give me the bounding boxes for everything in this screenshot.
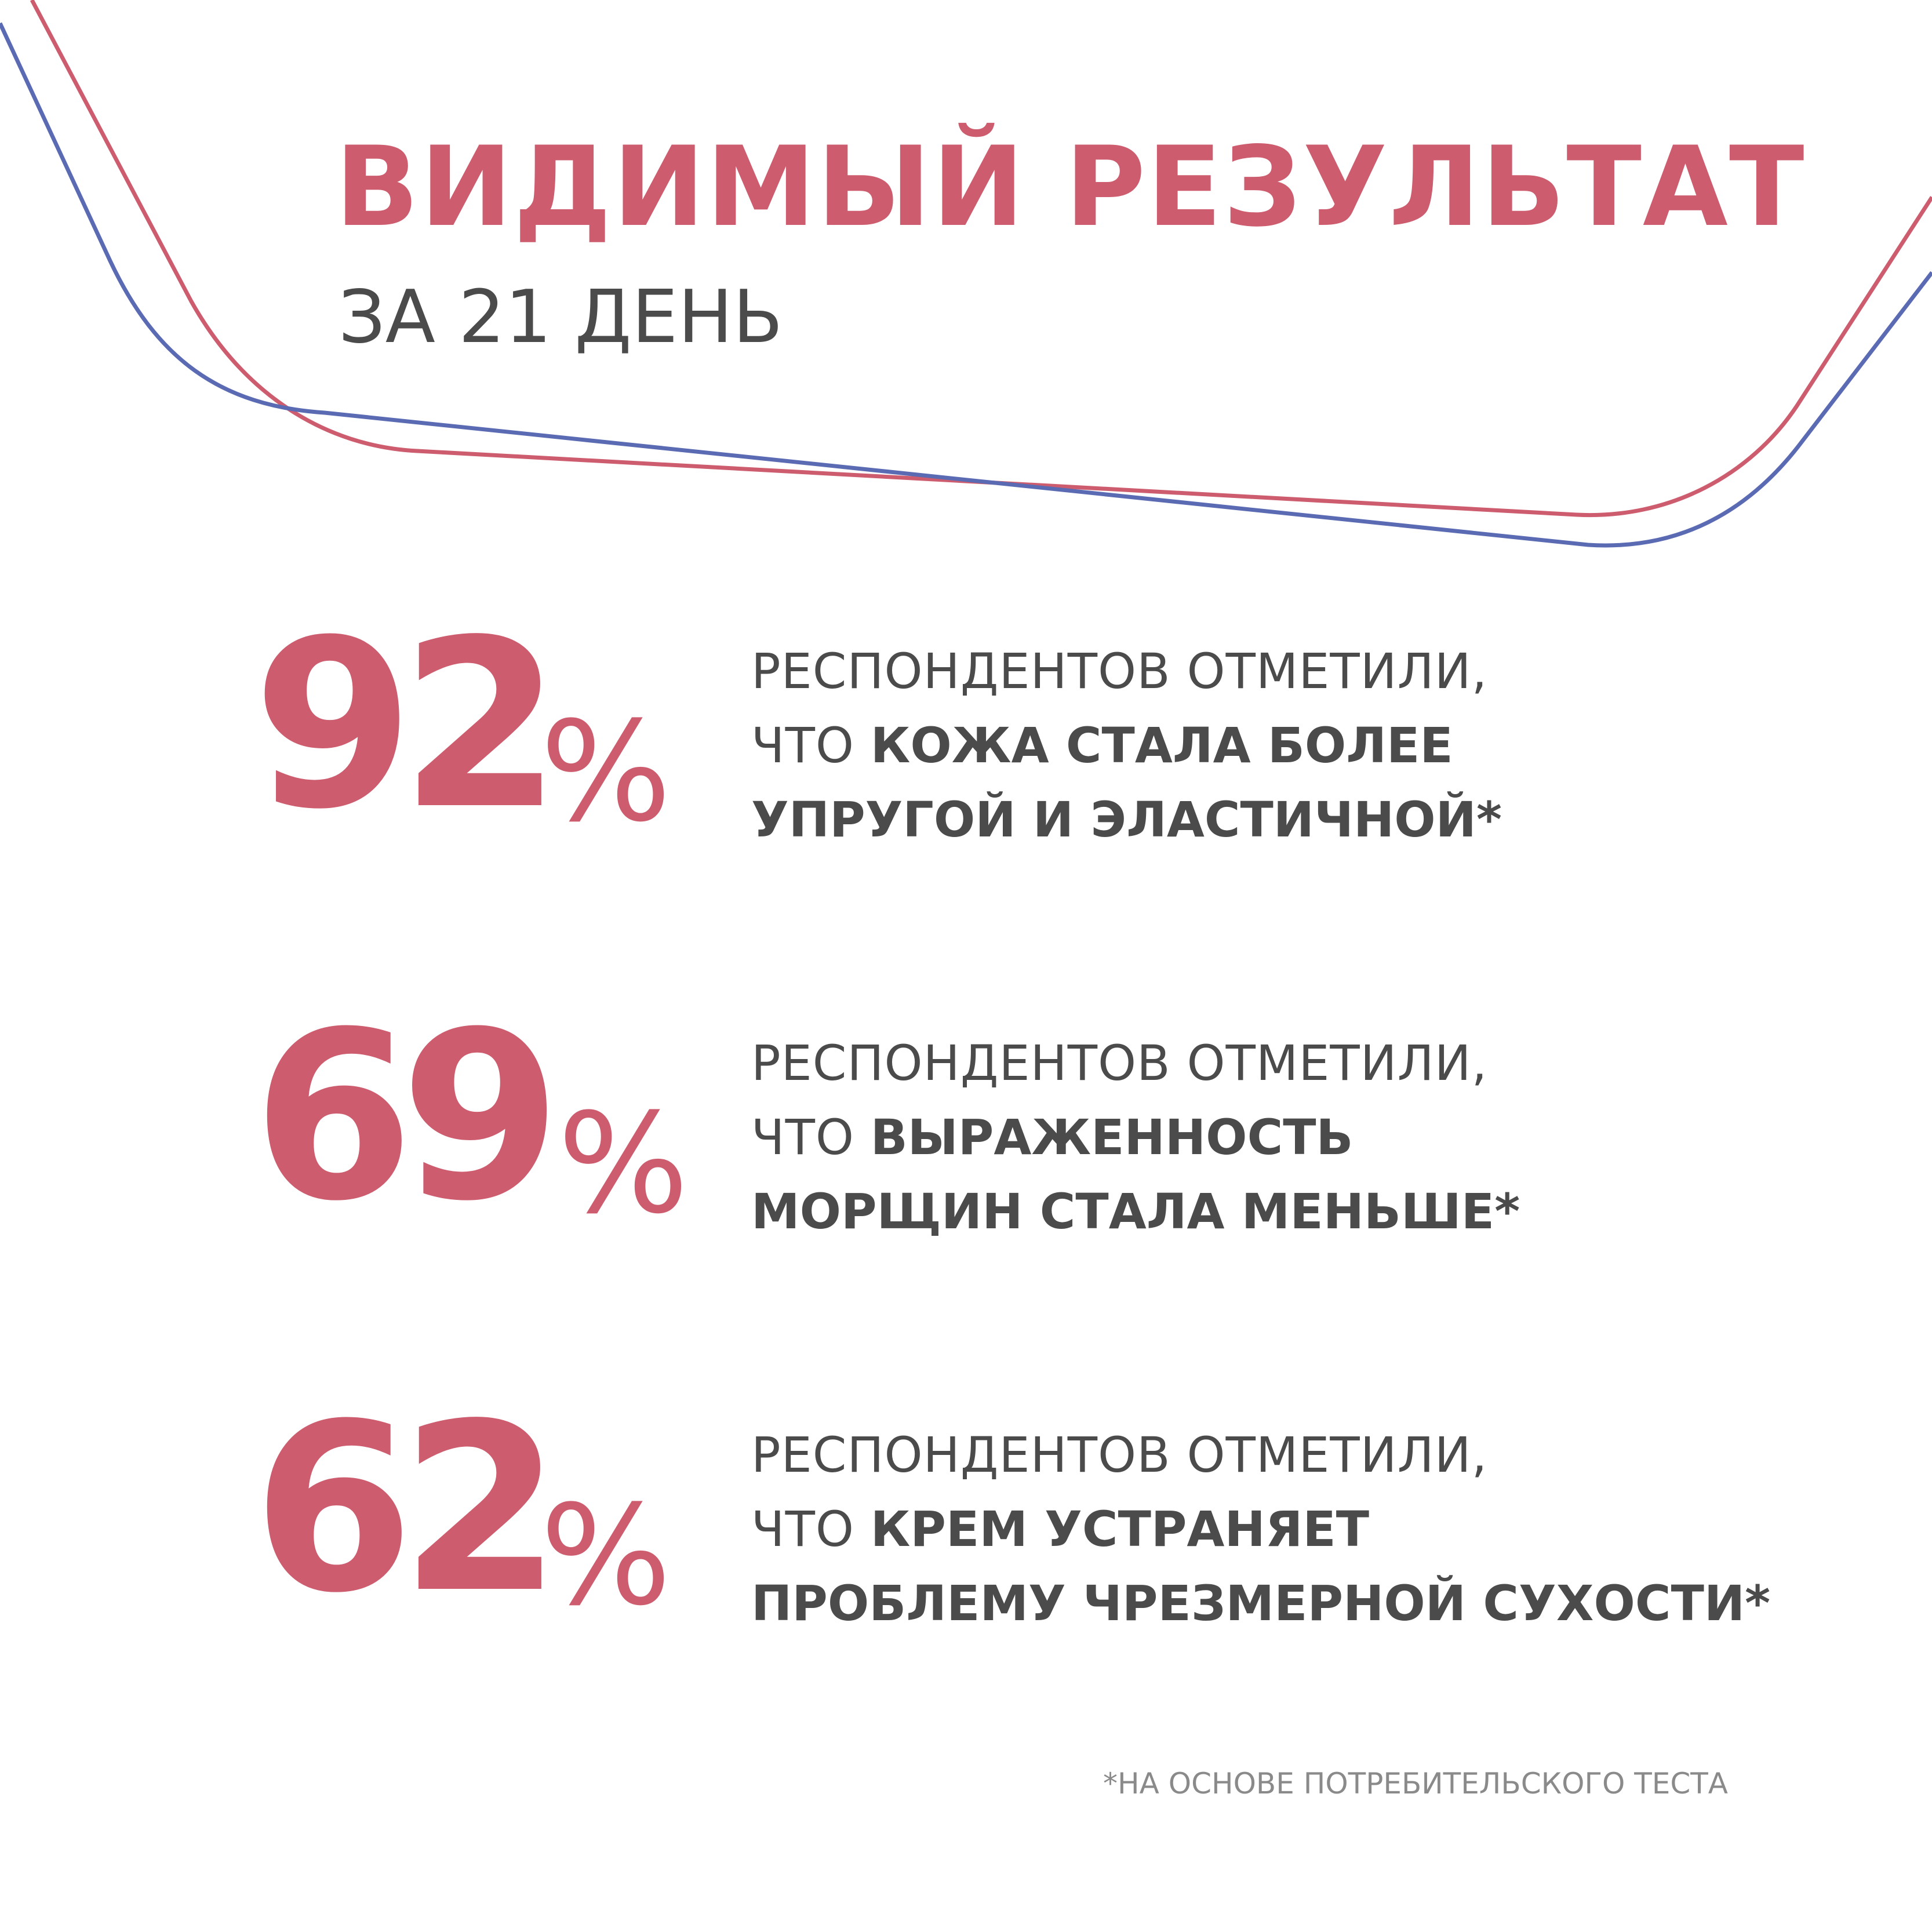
stat-description-line: ЧТО КРЕМ УСТРАНЯЕТ xyxy=(751,1492,1770,1566)
stat-description-line: ЧТО КОЖА СТАЛА БОЛЕЕ xyxy=(751,708,1502,783)
stat-block-2: 69 % РЕСПОНДЕНТОВ ОТМЕТИЛИ, ЧТО ВЫРАЖЕНН… xyxy=(0,1002,1932,1268)
page-title: ВИДИМЫЙ РЕЗУЛЬТАТ xyxy=(335,123,1806,251)
stat-description-line: РЕСПОНДЕНТОВ ОТМЕТИЛИ, xyxy=(751,643,1488,700)
stat-description-prefix: ЧТО xyxy=(751,717,871,774)
stat-description: РЕСПОНДЕНТОВ ОТМЕТИЛИ, ЧТО КРЕМ УСТРАНЯЕ… xyxy=(751,1418,1770,1640)
stat-description-prefix: ЧТО xyxy=(751,1109,871,1166)
stat-percent-sign: % xyxy=(540,692,672,853)
stat-description-highlight: КРЕМ УСТРАНЯЕТ xyxy=(870,1501,1370,1558)
stat-value: 92 xyxy=(253,591,562,860)
stat-description-line: МОРЩИН СТАЛА МЕНЬШЕ* xyxy=(751,1183,1520,1240)
stat-description-prefix: ЧТО xyxy=(751,1501,871,1558)
stat-block-3: 62 % РЕСПОНДЕНТОВ ОТМЕТИЛИ, ЧТО КРЕМ УСТ… xyxy=(0,1393,1932,1660)
decorative-red-line xyxy=(30,0,1932,518)
stat-description-line: ПРОБЛЕМУ ЧРЕЗМЕРНОЙ СУХОСТИ* xyxy=(751,1575,1771,1632)
stat-description: РЕСПОНДЕНТОВ ОТМЕТИЛИ, ЧТО ВЫРАЖЕННОСТЬ … xyxy=(751,1026,1520,1249)
stat-value: 69 xyxy=(253,983,562,1252)
stat-block-1: 92 % РЕСПОНДЕНТОВ ОТМЕТИЛИ, ЧТО КОЖА СТА… xyxy=(0,610,1932,876)
stat-percent-sign: % xyxy=(540,1476,672,1636)
stat-description-highlight: ВЫРАЖЕННОСТЬ xyxy=(870,1109,1354,1166)
stat-description-line: РЕСПОНДЕНТОВ ОТМЕТИЛИ, xyxy=(751,1427,1488,1483)
decorative-blue-line xyxy=(0,22,1932,548)
stat-value: 62 xyxy=(253,1374,562,1644)
page-subtitle: ЗА 21 ДЕНЬ xyxy=(339,274,783,359)
stat-description-highlight: КОЖА СТАЛА БОЛЕЕ xyxy=(870,717,1453,774)
stat-description-line: РЕСПОНДЕНТОВ ОТМЕТИЛИ, xyxy=(751,1035,1488,1091)
stat-percent-sign: % xyxy=(558,1084,689,1245)
stat-description-line: УПРУГОЙ И ЭЛАСТИЧНОЙ* xyxy=(751,791,1502,848)
stat-description: РЕСПОНДЕНТОВ ОТМЕТИЛИ, ЧТО КОЖА СТАЛА БО… xyxy=(751,634,1502,857)
footnote: *НА ОСНОВЕ ПОТРЕБИТЕЛЬСКОГО ТЕСТА xyxy=(1103,1767,1728,1800)
stat-description-line: ЧТО ВЫРАЖЕННОСТЬ xyxy=(751,1100,1520,1174)
